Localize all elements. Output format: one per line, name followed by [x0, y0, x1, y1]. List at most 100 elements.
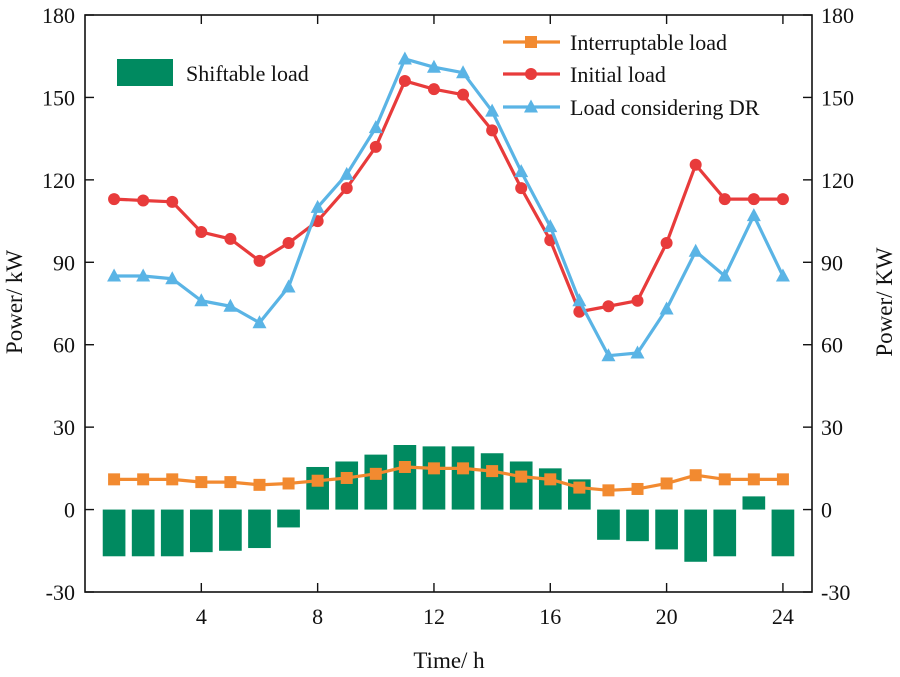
series-point-1 — [689, 158, 702, 171]
x-tick-label: 8 — [312, 604, 323, 629]
shiftable-load-bar — [684, 509, 708, 562]
x-tick-label: 12 — [423, 604, 445, 629]
shiftable-load-bar — [335, 461, 359, 510]
series-point-1 — [515, 182, 528, 195]
series-point-0 — [369, 467, 382, 480]
y-tick-label-left: 60 — [53, 333, 75, 358]
legend-label-shiftable: Shiftable load — [186, 61, 309, 86]
shiftable-load-bar — [219, 509, 242, 551]
series-point-2 — [746, 208, 761, 222]
legend-marker-0 — [525, 36, 537, 48]
shiftable-load-bar — [597, 509, 620, 540]
shiftable-load-bar — [131, 509, 155, 557]
tick-group: -30 -30 0 0 30 30 60 60 90 90 120 120 150 150 180 180 4 8… — [42, 3, 854, 629]
series-point-0 — [282, 477, 295, 490]
series-point-2 — [281, 279, 296, 293]
series-point-1 — [718, 193, 731, 206]
series-point-0 — [398, 460, 411, 473]
y-axis-title-left: Power/ kW — [2, 250, 27, 354]
shiftable-load-bar — [742, 496, 766, 510]
y-tick-label-left: 30 — [53, 415, 75, 440]
shiftable-load-bar — [713, 509, 737, 557]
series-point-1 — [253, 254, 266, 267]
series-point-2 — [456, 65, 471, 79]
series-point-2 — [543, 219, 558, 233]
y-tick-label-left: 150 — [42, 85, 75, 110]
series-point-1 — [282, 237, 295, 250]
shiftable-load-bar — [771, 509, 795, 557]
shiftable-load-bar — [509, 461, 533, 510]
series-point-2 — [601, 348, 616, 362]
series-point-1 — [108, 193, 121, 206]
series-point-0 — [631, 482, 644, 495]
x-axis-title: Time/ h — [413, 648, 485, 673]
shiftable-load-bar — [626, 509, 649, 542]
shiftable-load-bar — [393, 445, 417, 510]
shiftable-load-bar — [248, 509, 271, 549]
y-tick-label-right: 30 — [821, 415, 843, 440]
series-point-1 — [602, 300, 615, 313]
series-point-2 — [485, 103, 500, 117]
series-point-1 — [660, 237, 673, 250]
series-point-0 — [718, 473, 731, 486]
legend-label-2: Load considering DR — [570, 95, 760, 120]
series-point-1 — [340, 182, 353, 195]
series-point-0 — [776, 473, 789, 486]
series-point-0 — [689, 469, 702, 482]
series-point-1 — [747, 193, 760, 206]
y-tick-label-left: 90 — [53, 250, 75, 275]
series-point-0 — [195, 476, 208, 489]
series-point-1 — [457, 88, 470, 101]
y-tick-label-left: -30 — [46, 580, 75, 605]
series-point-0 — [224, 476, 237, 489]
series-point-2 — [136, 268, 151, 282]
series-point-2 — [252, 315, 267, 329]
series-point-2 — [659, 301, 674, 315]
plot-frame — [84, 14, 813, 593]
y-tick-label-right: 150 — [821, 85, 854, 110]
series-point-0 — [515, 470, 528, 483]
series-point-2 — [368, 120, 383, 134]
legend-marker-1 — [525, 68, 537, 80]
series-point-1 — [166, 195, 179, 208]
shiftable-load-bar — [655, 509, 678, 550]
series-point-2 — [688, 243, 703, 257]
series-point-1 — [486, 124, 499, 137]
series-point-1 — [398, 74, 411, 87]
plot-border — [84, 14, 813, 593]
series-point-2 — [572, 293, 587, 307]
shiftable-load-bar — [364, 454, 388, 510]
x-tick-label: 20 — [656, 604, 678, 629]
series-point-2 — [107, 268, 122, 282]
legend-label-1: Initial load — [570, 62, 666, 87]
series-point-2 — [630, 345, 645, 359]
series-point-2 — [310, 199, 325, 213]
series-point-2 — [775, 268, 790, 282]
series-point-0 — [311, 474, 324, 487]
y-tick-label-right: 0 — [821, 498, 832, 523]
series-point-0 — [544, 473, 557, 486]
series-point-0 — [253, 478, 266, 491]
legend-swatch-shiftable — [117, 59, 173, 86]
series-point-1 — [776, 193, 789, 206]
line-group — [107, 51, 790, 497]
y-tick-label-right: 60 — [821, 333, 843, 358]
series-point-0 — [486, 465, 499, 478]
y-tick-label-right: 90 — [821, 250, 843, 275]
shiftable-load-bar — [277, 509, 300, 528]
series-point-2 — [717, 268, 732, 282]
y-tick-label-left: 0 — [64, 498, 75, 523]
legend-label-0: Interruptable load — [570, 30, 727, 55]
series-point-1 — [224, 232, 237, 245]
legend-marker-2 — [524, 99, 538, 113]
legend: Interruptable load Initial load Load consi… — [117, 30, 760, 120]
y-tick-label-right: 120 — [821, 168, 854, 193]
series-point-2 — [426, 59, 441, 73]
bar-group — [102, 445, 795, 562]
x-tick-label: 24 — [772, 604, 794, 629]
shiftable-load-bar — [189, 509, 213, 553]
series-point-2 — [339, 166, 354, 180]
series-point-2 — [397, 51, 412, 65]
y-tick-label-left: 180 — [42, 3, 75, 28]
